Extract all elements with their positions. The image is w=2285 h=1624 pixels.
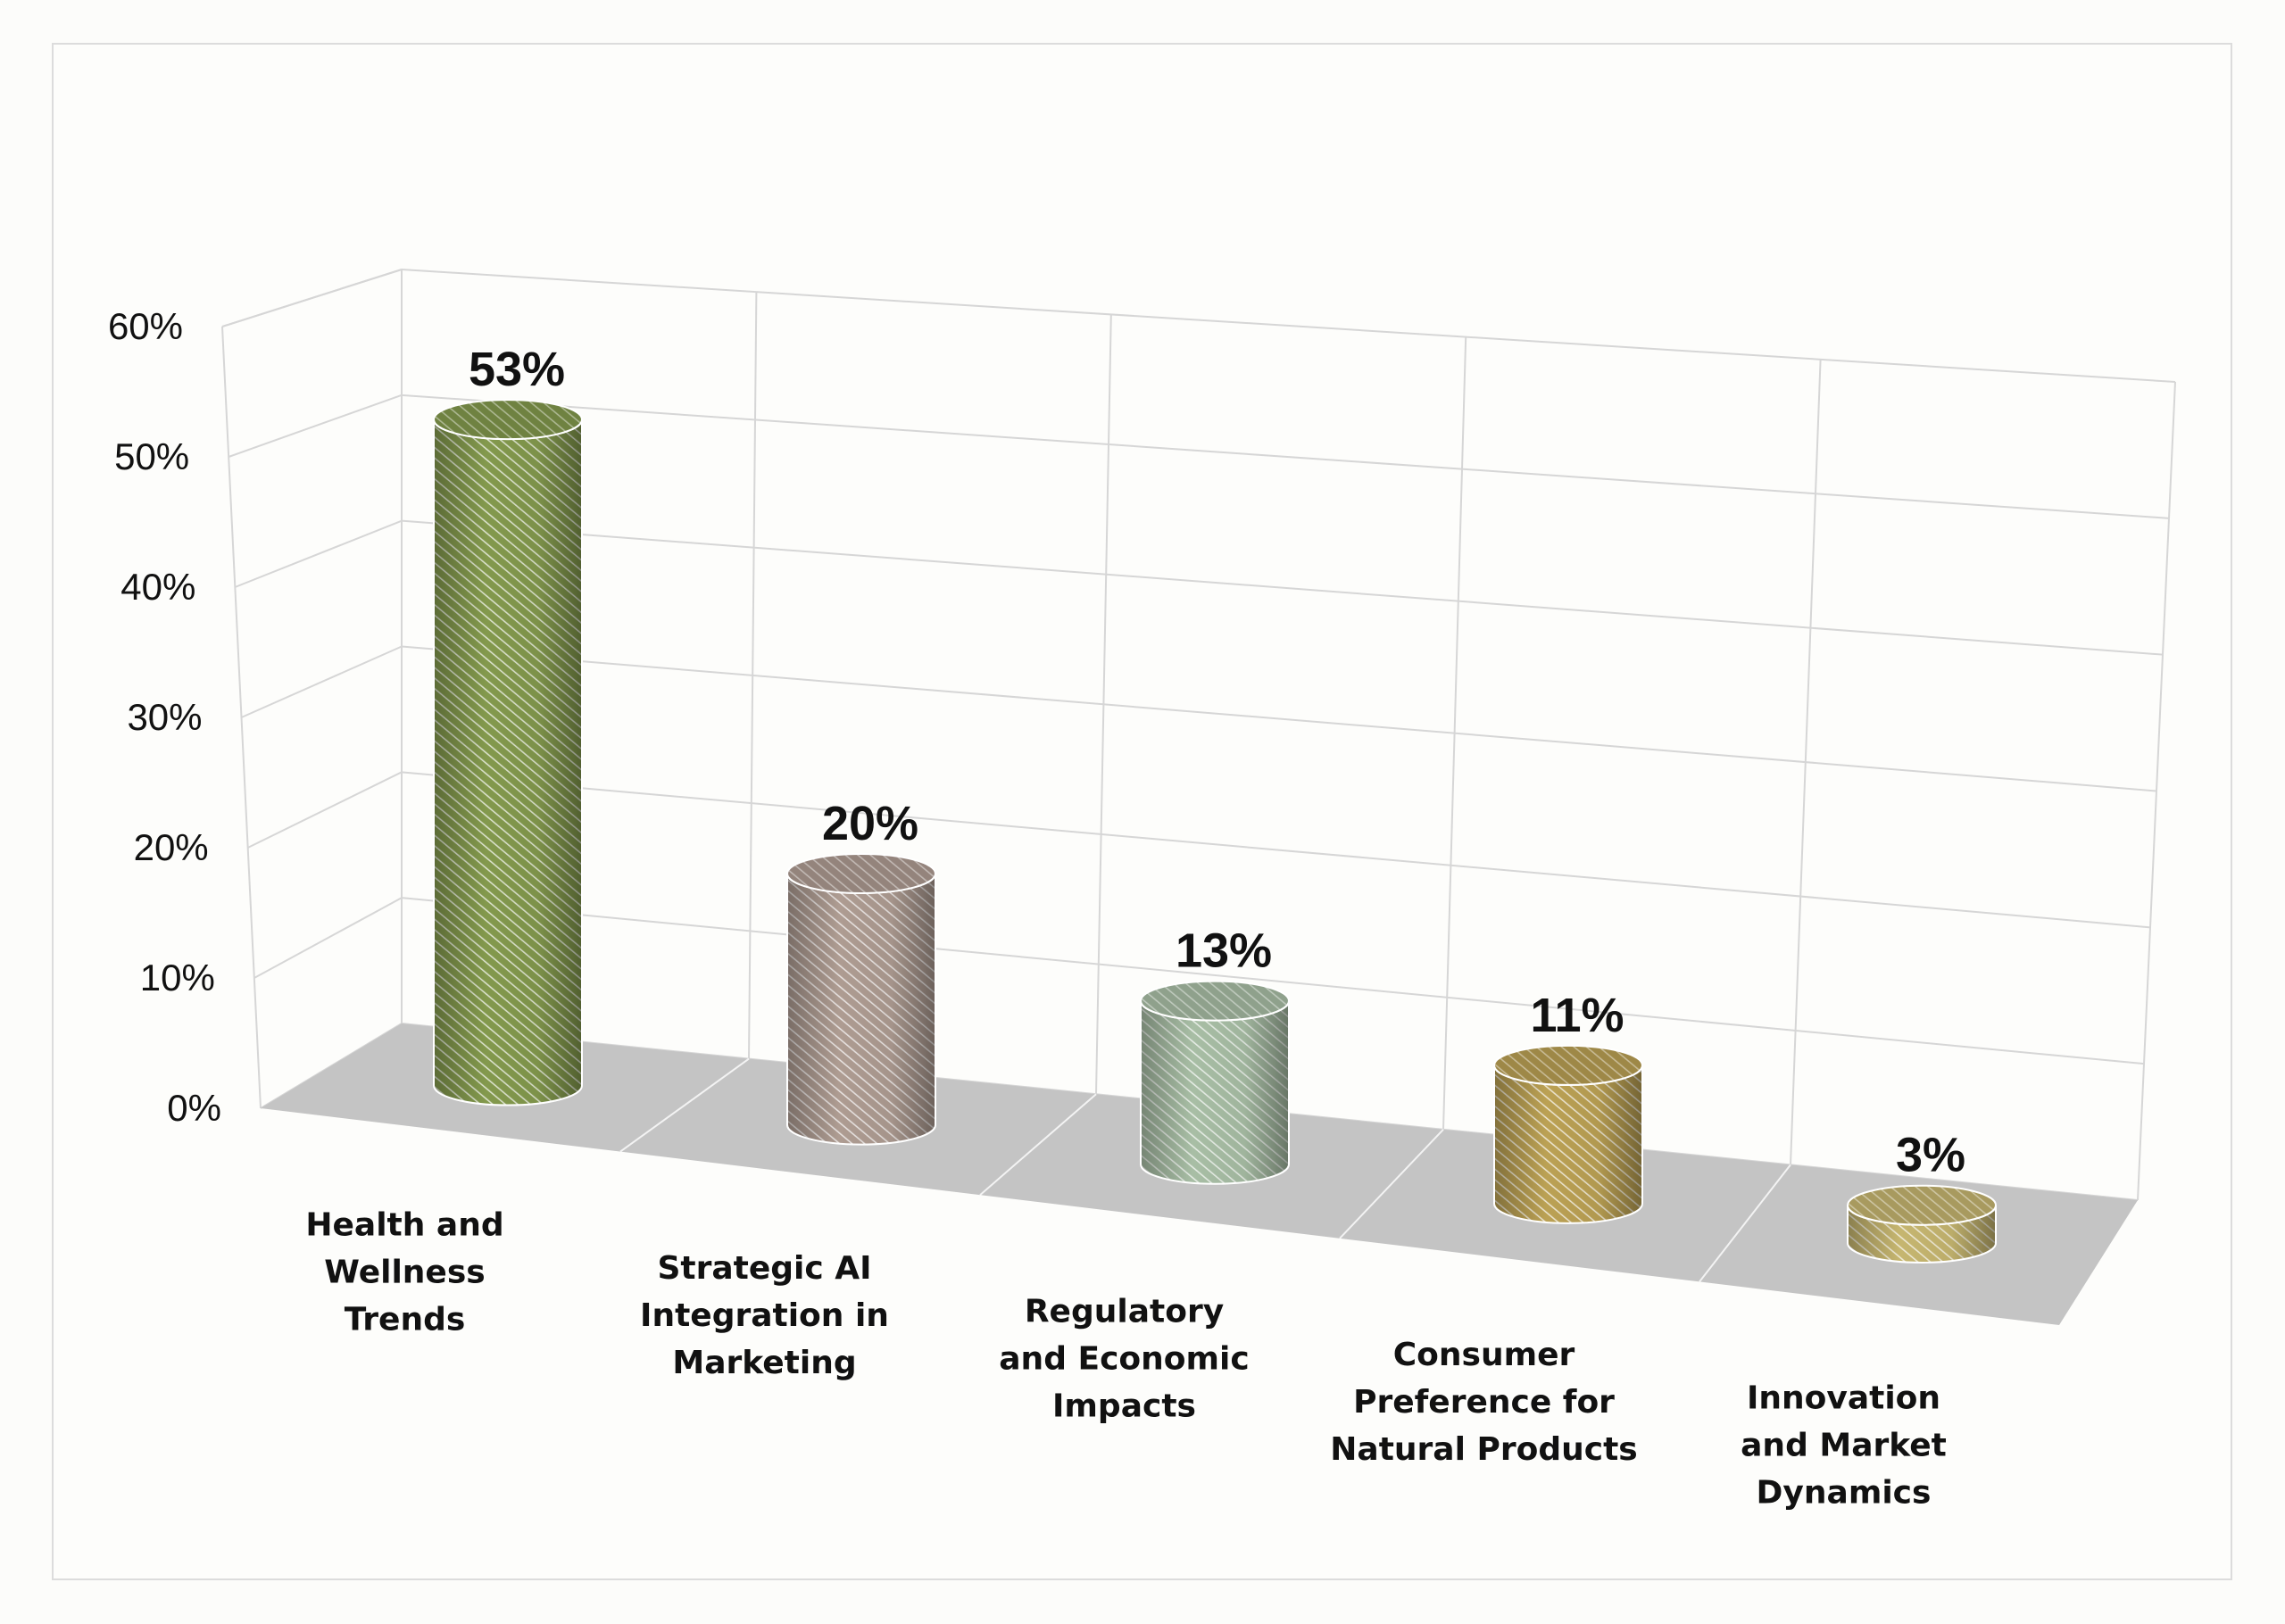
bar-top-hatch [1848,1185,1996,1225]
gridline [2137,381,2176,1201]
data-label: 13% [1176,924,1272,978]
bar [1847,1184,1997,1264]
y-tick-label: 60% [108,305,183,347]
bar [786,852,936,1146]
gridline [228,394,403,458]
gridline [221,326,262,1109]
bar-top-hatch [1494,1045,1642,1085]
bar-top-hatch [434,400,582,440]
gridline [748,292,758,1059]
bar-top-outline [1493,1044,1643,1086]
gridline [253,897,403,979]
bar [1493,1044,1643,1224]
y-tick-label: 30% [127,696,202,738]
bar-top-outline [786,852,936,894]
gridline [1442,336,1467,1130]
gridline [1095,314,1112,1095]
data-label: 11% [1530,989,1624,1042]
data-label: 20% [822,797,918,850]
gridline [401,897,2145,1065]
y-tick-label: 10% [140,957,215,998]
floor-divider [619,1057,750,1153]
bar-top-outline [1847,1184,1997,1226]
gridline [241,645,403,718]
bar-top-outline [1140,980,1290,1022]
bar-top-hatch [1141,981,1289,1021]
y-tick-label: 0% [167,1087,221,1129]
gridline [401,269,2176,383]
y-tick-label: 40% [120,566,195,608]
gridline [401,645,2157,792]
bar [433,399,583,1106]
y-tick-label: 50% [114,435,189,477]
gridline [401,519,2164,656]
gridline [234,519,403,588]
gridline [247,771,403,849]
x-category-label: Consumer Preference for Natural Products [1330,1337,1637,1468]
x-category-label: Strategic AI Integration in Marketing [640,1250,889,1381]
gridline [221,269,403,327]
x-category-label: Health and Wellness Trends [305,1206,503,1338]
bar [1140,980,1290,1185]
gridline [1790,359,1822,1165]
bar-shading [434,419,582,1106]
bar-shading [1141,1000,1289,1184]
floor-divider [1339,1129,1444,1239]
floor-divider [979,1093,1097,1196]
bar-shading [1848,1205,1996,1263]
x-category-label: Innovation and Market Dynamics [1741,1380,1947,1512]
data-label: 53% [469,343,565,396]
gridline [401,394,2170,519]
chart-frame [52,43,2232,1580]
bar-top-hatch [787,853,935,893]
bar-shading [787,873,935,1145]
floor-divider [1699,1164,1791,1283]
gridline [401,771,2151,929]
bar-shading [1494,1065,1642,1223]
bar-top-outline [433,399,583,441]
y-tick-label: 20% [134,826,209,868]
x-category-label: Regulatory and Economic Impacts [999,1294,1249,1425]
data-label: 3% [1896,1129,1965,1182]
